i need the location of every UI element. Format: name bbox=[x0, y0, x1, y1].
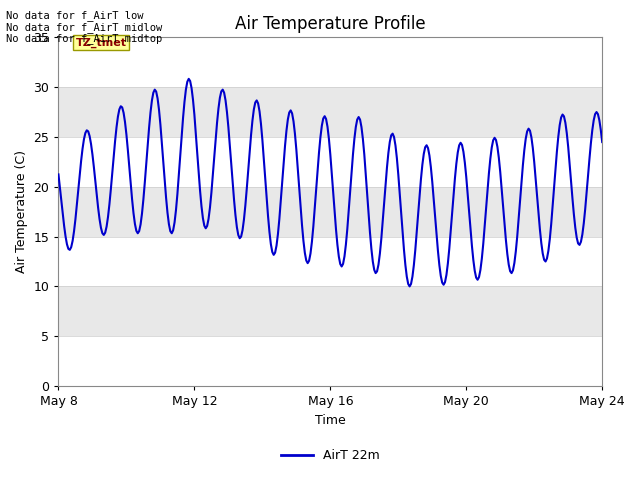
Legend: AirT 22m: AirT 22m bbox=[276, 444, 385, 467]
Text: No data for f_AirT low: No data for f_AirT low bbox=[6, 11, 144, 22]
Bar bbox=[58, 287, 602, 336]
Text: No data for f_AirT midtop: No data for f_AirT midtop bbox=[6, 33, 163, 44]
X-axis label: Time: Time bbox=[315, 414, 346, 427]
Text: No data for f_AirT midlow: No data for f_AirT midlow bbox=[6, 22, 163, 33]
Title: Air Temperature Profile: Air Temperature Profile bbox=[235, 15, 426, 33]
Bar bbox=[58, 87, 602, 137]
Y-axis label: Air Temperature (C): Air Temperature (C) bbox=[15, 150, 28, 273]
Bar bbox=[58, 187, 602, 237]
Text: TZ_tmet: TZ_tmet bbox=[76, 37, 127, 48]
